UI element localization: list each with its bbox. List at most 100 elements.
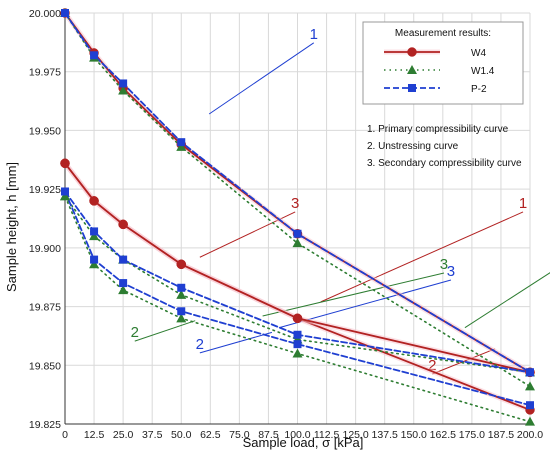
x-tick-label: 150.0 (401, 429, 427, 441)
legend-marker-w4 (407, 47, 417, 57)
annotation-leader (208, 42, 315, 115)
annotation-leader (320, 211, 524, 303)
series-w1-4-point (292, 348, 303, 358)
series-w1-4-point (118, 285, 129, 295)
series-w4-point (89, 196, 99, 206)
series-p-2-point (90, 255, 99, 264)
legend-title: Measurement results: (395, 28, 491, 39)
x-tick-label: 12.5 (84, 429, 105, 441)
series-p-2-curve-3 (64, 190, 531, 374)
series-w1-4-point (118, 85, 129, 95)
y-tick-label: 19.825 (29, 419, 61, 431)
legend-label-p-2: P-2 (471, 84, 487, 95)
annotation-label: 2 (131, 324, 139, 341)
curve-notes: 1. Primary compressibility curve 2. Unst… (367, 124, 522, 169)
series-p-2-point (177, 138, 186, 147)
series-w4-point (176, 259, 186, 270)
series-p-2-point (293, 229, 302, 238)
legend-marker-w1-4 (407, 65, 417, 74)
x-tick-label: 100.0 (284, 429, 310, 441)
series-p-2-point (526, 401, 534, 410)
y-tick-labels: 19.825 19.850 19.875 19.900 19.925 19.950 19.9… (29, 8, 61, 431)
y-tick-label: 19.950 (29, 125, 61, 137)
series-w1-4-curve-2 (64, 195, 531, 423)
x-tick-label: 87.5 (258, 429, 279, 441)
series-w1-4-point (89, 231, 100, 241)
x-tick-label: 25.0 (113, 429, 134, 441)
series-p-2-point (293, 330, 302, 339)
annotation-leader (199, 331, 273, 354)
series-p-2-point (293, 340, 302, 349)
series-w4-curve-1 (64, 12, 531, 374)
legend-marker-p-2 (408, 84, 416, 92)
x-tick-label: 175.0 (459, 429, 485, 441)
x-tick-label: 62.5 (200, 429, 221, 441)
series-layer (60, 8, 535, 426)
y-tick-label: 20.000 (29, 8, 61, 20)
series-w1-4-curve-3 (64, 195, 531, 374)
series-w1-4-point (525, 381, 535, 391)
annotation-leader (464, 272, 550, 329)
series-lines (62, 11, 532, 423)
series-w1-4-point (176, 289, 187, 299)
series-w1-4-curve-1 (64, 12, 531, 388)
series-w4-point (60, 158, 70, 169)
series-w1-4-point (176, 313, 187, 323)
series-p-2-point (119, 79, 128, 88)
series-p-2-point (119, 255, 128, 264)
series-p-2-point (177, 283, 186, 292)
y-axis-title: Sample height, h [mm] (4, 162, 19, 292)
annotation-leader (134, 320, 196, 342)
legend-entries: W4 W1.4 P-2 (384, 47, 495, 95)
x-tick-label: 37.5 (142, 429, 163, 441)
x-tick-label: 187.5 (488, 429, 514, 441)
annotation-leader (262, 272, 445, 317)
annotation-label: 1 (310, 26, 318, 43)
series-p-2-point (177, 307, 186, 316)
series-w4-point (292, 313, 303, 324)
x-tick-label: 0 (62, 429, 68, 441)
axes (64, 13, 530, 425)
legend: Measurement results: W4 W1.4 P-2 (362, 21, 524, 105)
x-tick-label: 125.0 (342, 429, 368, 441)
annotation-leader (432, 348, 496, 375)
series-p-2-curve-2 (64, 190, 531, 407)
y-tick-label: 19.900 (29, 243, 61, 255)
annotation-label: 3 (291, 195, 299, 212)
series-w4-point (118, 219, 128, 230)
y-tick-label: 19.925 (29, 184, 61, 196)
annotation-label: 3 (440, 256, 448, 273)
note-unstressing: 2. Unstressing curve (367, 141, 459, 152)
series-p-2-curve-1 (64, 12, 531, 374)
series-w4-curve-3 (64, 162, 531, 374)
annotation-label: 3 (447, 263, 455, 280)
annotation-label: 1 (519, 195, 527, 212)
x-tick-label: 137.5 (372, 429, 398, 441)
series-p-2-point (119, 279, 128, 288)
series-w1-4-point (89, 259, 100, 269)
annotation-label: 2 (428, 357, 436, 374)
note-primary: 1. Primary compressibility curve (367, 124, 509, 135)
series-p-2-point (61, 9, 69, 17)
series-w1-4-point (292, 238, 303, 248)
y-tick-label: 19.850 (29, 360, 61, 372)
series-p-2-point (61, 187, 69, 196)
x-tick-label: 162.5 (430, 429, 456, 441)
x-tick-labels: 0 12.5 25.0 37.5 50.0 62.5 75.0 87.5 100.0 112.5 1… (62, 429, 543, 441)
x-tick-label: 75.0 (229, 429, 250, 441)
x-tick-label: 200.0 (517, 429, 543, 441)
series-p-2-point (90, 227, 99, 236)
legend-label-w4: W4 (471, 48, 486, 59)
note-secondary: 3. Secondary compressibility curve (367, 158, 522, 169)
series-w1-4-point (60, 191, 70, 201)
series-p-2-point (90, 51, 99, 60)
legend-label-w1-4: W1.4 (471, 66, 495, 77)
y-tick-label: 19.875 (29, 302, 61, 314)
x-tick-label: 112.5 (314, 429, 340, 441)
series-markers (60, 8, 535, 426)
x-tick-label: 50.0 (171, 429, 192, 441)
y-tick-label: 19.975 (29, 67, 61, 79)
legend-box (362, 21, 524, 105)
series-w1-4-point (525, 416, 535, 426)
